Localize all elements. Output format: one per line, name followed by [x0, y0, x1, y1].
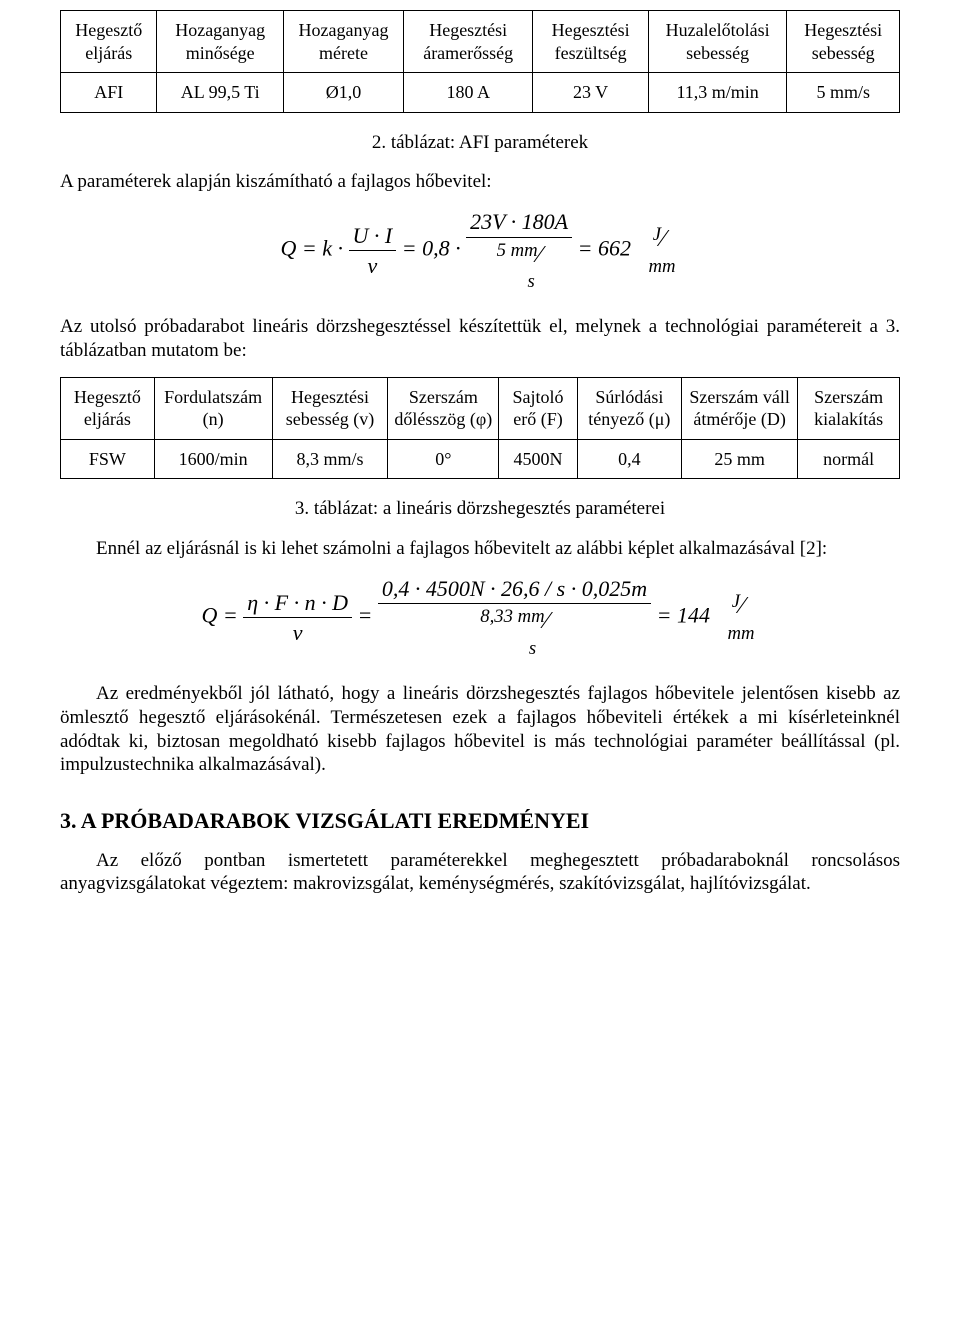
col-header: Szerszám kialakítás — [798, 377, 900, 439]
col-header: Sajtoló erő (F) — [499, 377, 577, 439]
value: J — [653, 224, 661, 245]
fraction-bar — [378, 603, 651, 604]
page: Hegesztő eljárás Hozaganyag minősége Hoz… — [0, 0, 960, 1332]
slash: ⁄ — [740, 592, 744, 619]
denominator: s — [476, 637, 552, 660]
formula-fsw-heat-input: Q = η · F · n · D v = 0,4 · 4500N · 26,6… — [60, 575, 900, 660]
cell: AFI — [61, 73, 157, 113]
col-header: Hegesztési feszültség — [533, 11, 648, 73]
table-fsw-params: Hegesztő eljárás Fordulatszám (n) Hegesz… — [60, 377, 900, 480]
col-header: Hegesztési áramerősség — [404, 11, 533, 73]
cell: FSW — [61, 439, 155, 479]
numerator: J⁄ — [717, 590, 758, 621]
cell: 4500N — [499, 439, 577, 479]
formula-eq: = 144 — [657, 603, 710, 628]
col-header: Szerszám dőlésszög (φ) — [388, 377, 499, 439]
formula-afi-heat-input: Q = k · U · I v = 0,8 · 23V · 180A 5 mm⁄… — [60, 208, 900, 293]
cell: AL 99,5 Ti — [157, 73, 283, 113]
denominator: mm — [638, 255, 679, 278]
paragraph-heat-input-intro: A paraméterek alapján kiszámítható a faj… — [60, 170, 900, 194]
formula-lhs: Q = — [202, 603, 238, 628]
formula-eq: = — [358, 603, 373, 628]
table-row: AFI AL 99,5 Ti Ø1,0 180 A 23 V 11,3 m/mi… — [61, 73, 900, 113]
denominator: 8,33 mm⁄ s — [378, 605, 651, 660]
numerator: 0,4 · 4500N · 26,6 / s · 0,025m — [378, 575, 651, 603]
cell: 5 mm/s — [787, 73, 900, 113]
table2-caption: 3. táblázat: a lineáris dörzshegesztés p… — [60, 497, 900, 521]
col-header: Hegesztő eljárás — [61, 377, 155, 439]
col-header: Hozaganyag mérete — [283, 11, 403, 73]
numerator: U · I — [349, 222, 397, 250]
col-header: Súrlódási tényező (μ) — [577, 377, 681, 439]
value: 8,33 mm — [480, 606, 544, 627]
cell: 25 mm — [681, 439, 797, 479]
unit-fraction: J⁄ mm — [717, 590, 758, 645]
formula-eq: = 0,8 · — [402, 236, 461, 261]
col-header: Huzalelőtolási sebesség — [648, 11, 787, 73]
formula-eq: = 662 — [578, 236, 631, 261]
cell: 23 V — [533, 73, 648, 113]
fraction-bar — [349, 250, 397, 251]
col-header: Hegesztő eljárás — [61, 11, 157, 73]
cell: 180 A — [404, 73, 533, 113]
col-header: Hozaganyag minősége — [157, 11, 283, 73]
cell: 0,4 — [577, 439, 681, 479]
fraction: η · F · n · D v — [243, 589, 352, 647]
col-header: Szerszám váll átmérője (D) — [681, 377, 797, 439]
unit-fraction: J⁄ mm — [638, 223, 679, 278]
cell: 8,3 mm/s — [272, 439, 388, 479]
cell: normál — [798, 439, 900, 479]
table-header-row: Hegesztő eljárás Fordulatszám (n) Hegesz… — [61, 377, 900, 439]
fraction-bar — [466, 237, 572, 238]
cell: 1600/min — [154, 439, 272, 479]
cell: 11,3 m/min — [648, 73, 787, 113]
numerator: 5 mm⁄ — [493, 239, 546, 270]
formula-lhs: Q = k · — [281, 236, 344, 261]
value: 5 mm — [497, 240, 538, 261]
paragraph-results-discussion: Az eredményekből jól látható, hogy a lin… — [60, 682, 900, 777]
denominator: v — [243, 619, 352, 647]
nested-fraction: 5 mm⁄ s — [493, 239, 546, 294]
cell: 0° — [388, 439, 499, 479]
numerator: η · F · n · D — [243, 589, 352, 617]
value: J — [732, 591, 740, 612]
fraction: U · I v — [349, 222, 397, 280]
fraction-bar — [243, 617, 352, 618]
paragraph-fsw-heat-intro: Ennél az eljárásnál is ki lehet számolni… — [60, 537, 900, 561]
denominator: mm — [717, 622, 758, 645]
denominator: s — [493, 270, 546, 293]
fraction: 23V · 180A 5 mm⁄ s — [466, 208, 572, 293]
fraction: 0,4 · 4500N · 26,6 / s · 0,025m 8,33 mm⁄… — [378, 575, 651, 660]
paragraph-last-sample: Az utolsó próbadarabot lineáris dörzsheg… — [60, 315, 900, 363]
section-3-title: 3. A PRÓBADARABOK VIZSGÁLATI EREDMÉNYEI — [60, 807, 900, 835]
slash: ⁄ — [545, 607, 549, 634]
paragraph-section3-intro: Az előző pontban ismertetett paraméterek… — [60, 849, 900, 897]
denominator: 5 mm⁄ s — [466, 239, 572, 294]
slash: ⁄ — [661, 225, 665, 252]
slash: ⁄ — [538, 241, 542, 268]
numerator: 8,33 mm⁄ — [476, 605, 552, 636]
table-header-row: Hegesztő eljárás Hozaganyag minősége Hoz… — [61, 11, 900, 73]
cell: Ø1,0 — [283, 73, 403, 113]
table-afi-params: Hegesztő eljárás Hozaganyag minősége Hoz… — [60, 10, 900, 113]
numerator: J⁄ — [638, 223, 679, 254]
col-header: Hegesztési sebesség — [787, 11, 900, 73]
col-header: Hegesztési sebesség (v) — [272, 377, 388, 439]
nested-fraction: 8,33 mm⁄ s — [476, 605, 552, 660]
col-header: Fordulatszám (n) — [154, 377, 272, 439]
table-row: FSW 1600/min 8,3 mm/s 0° 4500N 0,4 25 mm… — [61, 439, 900, 479]
denominator: v — [349, 252, 397, 280]
numerator: 23V · 180A — [466, 208, 572, 236]
table1-caption: 2. táblázat: AFI paraméterek — [60, 131, 900, 155]
